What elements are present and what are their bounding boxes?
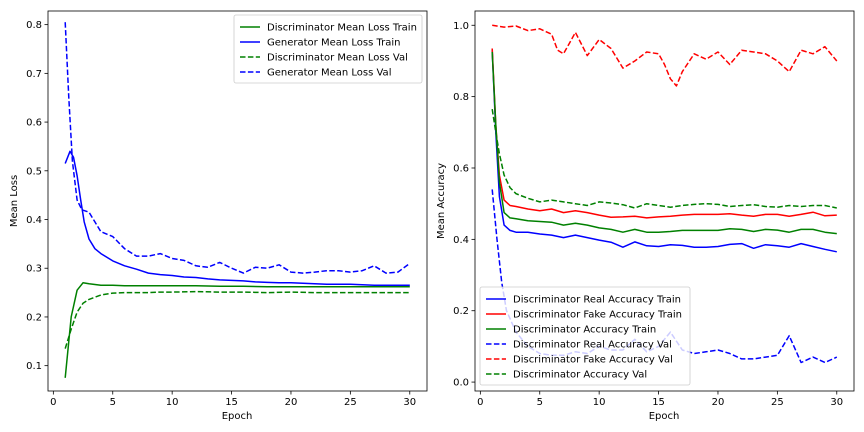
loss-chart-x-tick-label: 30	[403, 397, 416, 408]
series-line-generator-mean-loss-val	[64, 22, 411, 274]
legend-label-discriminator-fake-accuracy-val: Discriminator Fake Accuracy Val	[513, 355, 673, 366]
series-line-discriminator-fake-accuracy-train	[491, 48, 837, 219]
legend-label-discriminator-mean-loss-val: Discriminator Mean Loss Val	[267, 53, 408, 64]
accuracy-chart-y-axis-label: Mean Accuracy	[436, 163, 447, 239]
series-line-discriminator-mean-loss-val	[64, 290, 410, 349]
accuracy-chart-x-axis-label: Epoch	[649, 411, 680, 422]
loss-chart-legend: Discriminator Mean Loss Train Generator M…	[233, 14, 423, 84]
loss-chart-y-tick-label: 0.1	[26, 361, 42, 372]
accuracy-chart-y-tick-label: 0.2	[453, 306, 469, 317]
accuracy-chart-x-tick-label: 20	[712, 397, 725, 408]
accuracy-chart-x-tick-label: 5	[537, 397, 543, 408]
accuracy-chart-legend-box	[479, 286, 691, 386]
loss-chart-x-tick-label: 10	[166, 397, 179, 408]
accuracy-chart-y-tick-label: 0.6	[453, 163, 469, 174]
loss-chart-x-tick-label: 15	[225, 397, 238, 408]
loss-chart-y-tick-label: 0.7	[26, 69, 42, 80]
accuracy-chart-axes-frame	[474, 10, 855, 392]
legend-label-discriminator-real-accuracy-train: Discriminator Real Accuracy Train	[513, 295, 681, 306]
accuracy-chart-x-tick-label: 15	[652, 397, 665, 408]
accuracy-chart-legend: Discriminator Real Accuracy Train Discrim…	[479, 286, 691, 386]
series-line-generator-mean-loss-train	[64, 150, 410, 287]
series-line-discriminator-mean-loss-train	[64, 282, 410, 378]
loss-chart-y-tick-label: 0.8	[26, 20, 42, 31]
series-line-discriminator-accuracy-val	[491, 108, 837, 209]
series-line-discriminator-real-accuracy-train	[491, 50, 837, 253]
loss-chart-y-tick-label: 0.4	[26, 215, 42, 226]
loss-chart-y-tick-label: 0.3	[26, 264, 42, 275]
series-line-discriminator-fake-accuracy-val	[492, 24, 838, 87]
legend-label-discriminator-accuracy-train: Discriminator Accuracy Train	[513, 325, 656, 336]
accuracy-chart-y-tick-label: 0.8	[453, 92, 469, 103]
accuracy-chart-x-tick-label: 0	[477, 397, 483, 408]
accuracy-chart-x-tick-label: 10	[593, 397, 606, 408]
accuracy-chart-y-tick-label: 0.4	[453, 235, 469, 246]
loss-chart-x-tick-label: 20	[285, 397, 298, 408]
legend-label-discriminator-mean-loss-train: Discriminator Mean Loss Train	[267, 23, 417, 34]
legend-label-generator-mean-loss-val: Generator Mean Loss Val	[267, 68, 391, 79]
legend-label-discriminator-real-accuracy-val: Discriminator Real Accuracy Val	[513, 340, 672, 351]
legend-label-discriminator-fake-accuracy-train: Discriminator Fake Accuracy Train	[513, 310, 682, 321]
loss-chart-legend-box	[233, 14, 423, 84]
loss-chart-y-tick-label: 0.5	[26, 166, 42, 177]
accuracy-chart-y-tick-label: 0.0	[453, 378, 469, 389]
accuracy-chart: 0 5 10 15 20 25 30 0.0 0.2 0.4 0.6 0.8 1.0 Discrimina…	[436, 10, 855, 422]
accuracy-chart-x-tick-label: 30	[830, 397, 843, 408]
loss-chart-x-tick-label: 5	[110, 397, 116, 408]
legend-label-discriminator-accuracy-val: Discriminator Accuracy Val	[513, 370, 647, 381]
loss-chart-y-tick-label: 0.6	[26, 118, 42, 129]
legend-label-generator-mean-loss-train: Generator Mean Loss Train	[267, 38, 401, 49]
series-line-discriminator-accuracy-train	[491, 51, 837, 235]
loss-chart-series-group	[64, 22, 411, 378]
loss-chart-x-tick-label: 25	[344, 397, 357, 408]
loss-chart-x-tick-label: 0	[50, 397, 56, 408]
loss-chart-y-tick-label: 0.2	[26, 312, 42, 323]
loss-chart-x-axis-label: Epoch	[222, 411, 253, 422]
loss-chart-axes-frame	[47, 10, 428, 392]
loss-chart: 0 5 10 15 20 25 30 0.1 0.2 0.3 0.4 0.5 0.6 0.7 0.8 Disc…	[9, 10, 428, 422]
accuracy-chart-x-tick-label: 25	[771, 397, 784, 408]
accuracy-chart-y-tick-label: 1.0	[453, 21, 469, 32]
loss-chart-y-axis-label: Mean Loss	[9, 175, 20, 227]
